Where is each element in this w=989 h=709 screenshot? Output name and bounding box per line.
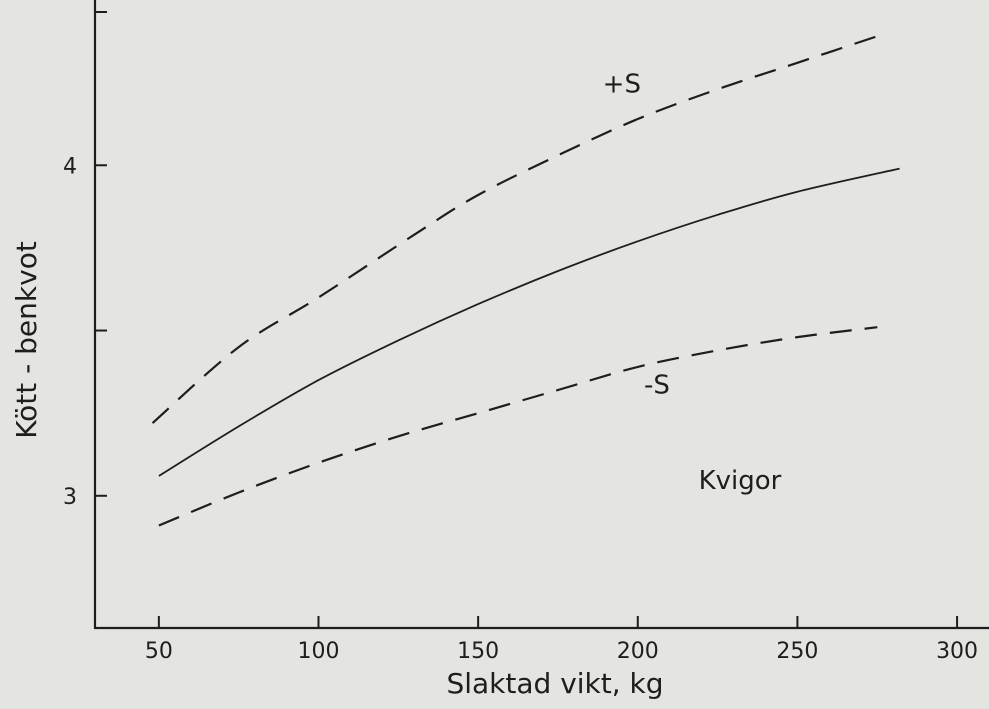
annotations: +S -S Kvigor [603,70,782,497]
series-line-2 [158,167,900,477]
x-tick-label: 200 [617,639,659,664]
x-tick-label: 250 [776,639,818,664]
x-tick-label: 300 [936,639,978,664]
x-tick-label: 150 [457,639,499,664]
y-tick-label: 3 [63,485,77,510]
x-axis-title: Slaktad vikt, kg [446,667,663,700]
x-tick-label: 100 [298,639,340,664]
series-group [151,32,900,527]
axes: 50 100 150 200 250 300 3 4 [63,0,989,664]
annotation-label: +S [603,70,641,100]
x-tick-label: 50 [145,639,173,664]
annotation-label: Kvigor [699,466,782,496]
y-tick-label: 4 [63,154,77,179]
y-axis-title: Kött - benkvot [10,241,43,439]
annotation-label: -S [644,370,670,400]
series-line-1 [151,32,888,424]
series-line-3 [158,326,878,527]
